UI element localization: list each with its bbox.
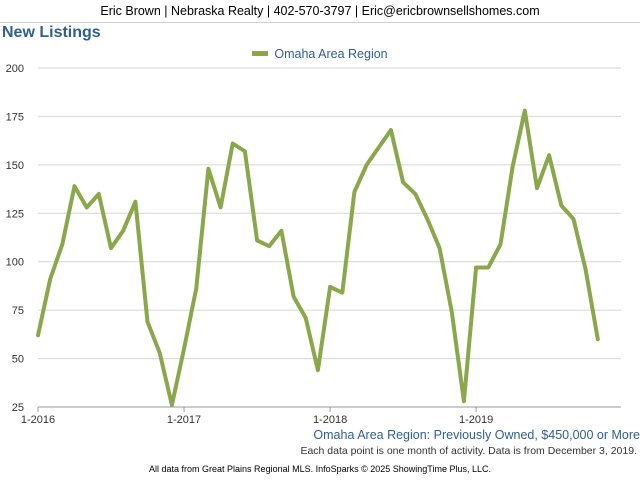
y-tick-label: 200 [6,63,24,75]
y-tick-label: 100 [6,257,24,269]
chart-legend: Omaha Area Region [0,45,640,63]
y-tick-label: 175 [6,111,24,123]
x-tick-label: 1-2016 [21,414,55,426]
legend-label: Omaha Area Region [274,47,388,61]
chart-subtitle: Omaha Area Region: Previously Owned, $45… [313,428,640,442]
data-note: Each data point is one month of activity… [300,445,637,457]
y-tick-label: 150 [6,160,24,172]
y-tick-label: 75 [12,305,24,317]
x-tick-label: 1-2018 [313,414,347,426]
y-tick-label: 50 [12,354,24,366]
y-tick-label: 25 [12,402,24,414]
footer-credit: All data from Great Plains Regional MLS.… [149,464,491,474]
chart-title: New Listings [2,24,101,41]
legend-swatch [252,51,269,57]
x-tick-label: 1-2019 [459,414,493,426]
contact-header: Eric Brown | Nebraska Realty | 402-570-3… [0,0,640,23]
y-tick-label: 125 [6,208,24,220]
series-line [36,108,600,408]
x-tick-label: 1-2017 [167,414,201,426]
